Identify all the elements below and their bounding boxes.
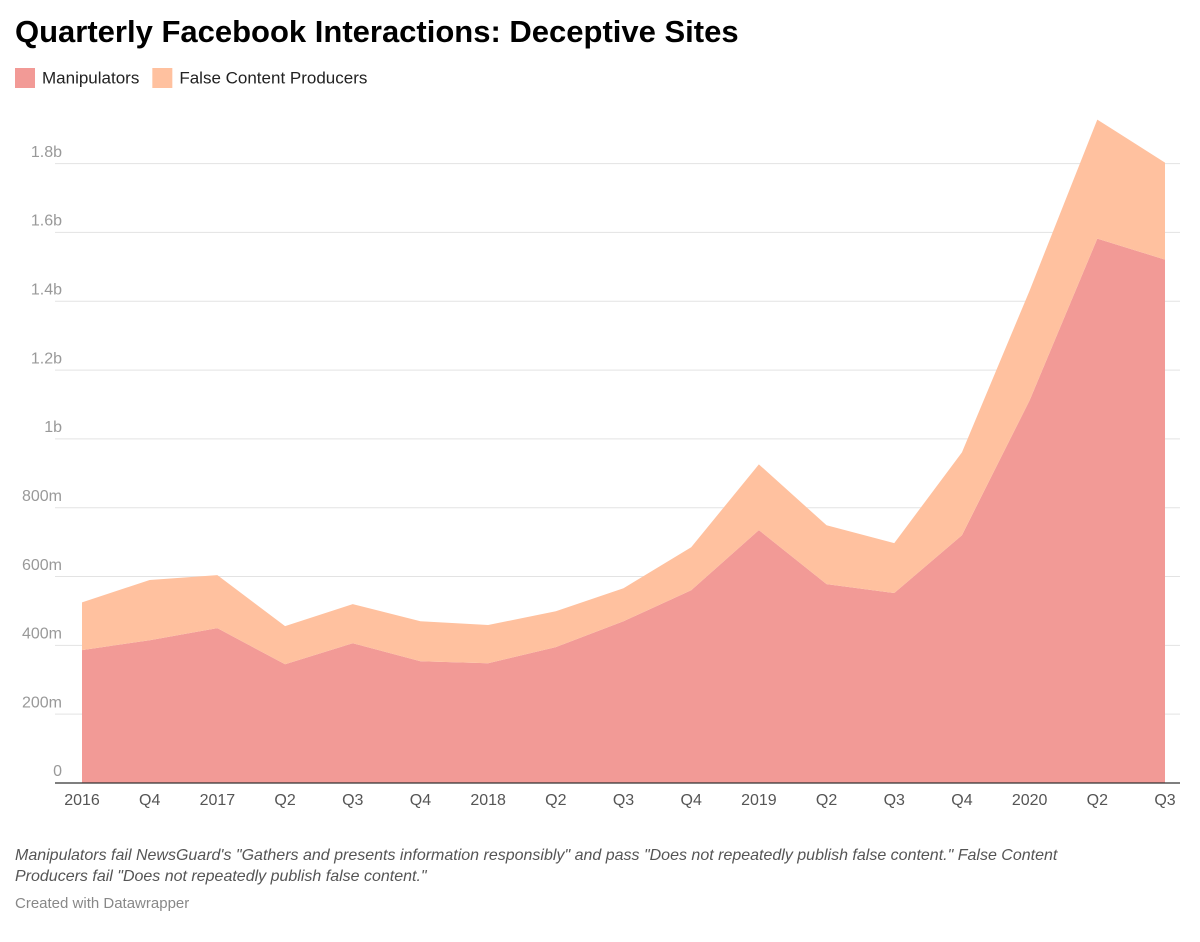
credit: Created with Datawrapper — [15, 895, 189, 912]
legend-swatch — [152, 68, 173, 88]
legend-swatch — [15, 68, 35, 88]
y-tick-label: 400m — [22, 626, 62, 643]
y-tick-label: 1.6b — [31, 213, 62, 230]
note: Producers fail "Does not repeatedly publ… — [15, 868, 428, 885]
x-tick-label: Q4 — [951, 792, 972, 809]
x-tick-label: 2020 — [1012, 792, 1048, 809]
y-tick-label: 200m — [22, 694, 62, 711]
area — [82, 238, 1165, 783]
x-tick-label: Q2 — [274, 792, 295, 809]
y-tick-label: 1b — [44, 419, 62, 436]
x-tick-label: 2016 — [64, 792, 100, 809]
x-tick-label: Q4 — [410, 792, 431, 809]
y-tick-label: 800m — [22, 488, 62, 505]
y-tick-label: 0 — [53, 763, 62, 780]
area — [82, 119, 1165, 665]
x-tick-label: Q2 — [816, 792, 837, 809]
x-tick-label: 2019 — [741, 792, 777, 809]
y-tick-label: 1.4b — [31, 281, 62, 298]
chart-title: Quarterly Facebook Interactions: Decepti… — [15, 14, 739, 49]
x-tick-label: Q3 — [1154, 792, 1175, 809]
x-tick-label: Q3 — [884, 792, 905, 809]
x-tick-label: Q4 — [681, 792, 702, 809]
y-tick-label: 1.8b — [31, 144, 62, 161]
x-tick-label: Q3 — [613, 792, 634, 809]
legend-label: False Content Producers — [179, 68, 367, 87]
x-tick-label: 2017 — [200, 792, 236, 809]
x-tick-label: Q2 — [545, 792, 566, 809]
y-tick-label: 600m — [22, 557, 62, 574]
x-tick-label: Q4 — [139, 792, 160, 809]
note: Manipulators fail NewsGuard's "Gathers a… — [15, 847, 1058, 864]
x-tick-label: Q2 — [1087, 792, 1108, 809]
legend-label: Manipulators — [42, 68, 139, 87]
x-tick-label: 2018 — [470, 792, 506, 809]
x-tick-label: Q3 — [342, 792, 363, 809]
y-tick-label: 1.2b — [31, 350, 62, 367]
